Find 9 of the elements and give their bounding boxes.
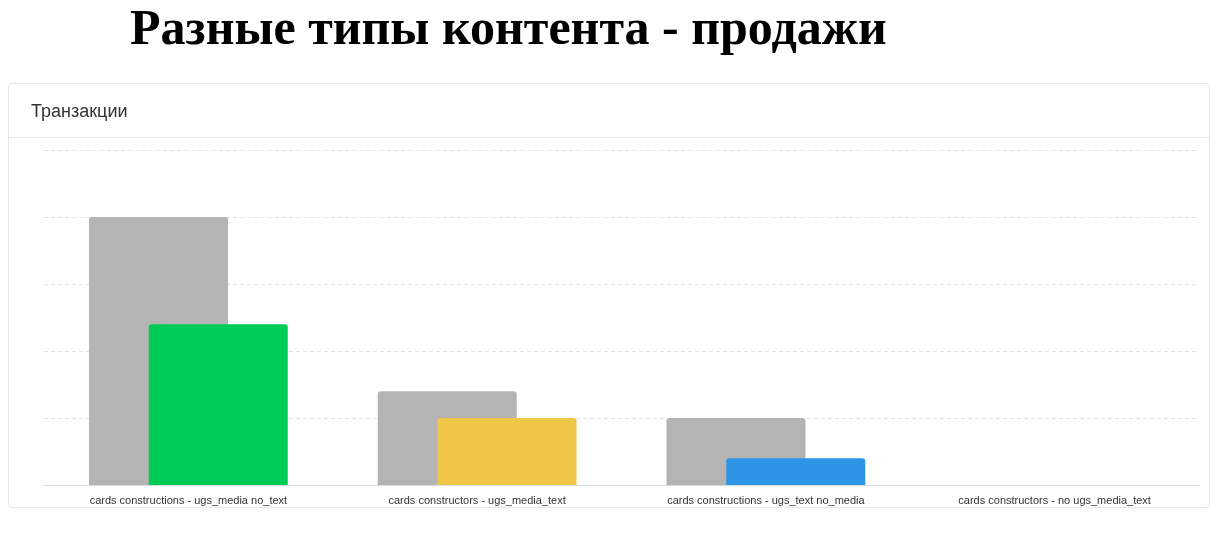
x-tick-label: cards constructions - ugs_text no_media: [667, 493, 866, 506]
x-tick-label: cards constructors - ugs_media_text: [388, 493, 566, 506]
chart-title: Разные типы контента - продажи: [130, 0, 887, 56]
x-tick-label: cards constructors - no ugs_media_text: [958, 493, 1151, 506]
bar: [726, 458, 866, 485]
x-tick-label: cards constructions - ugs_media no_text: [89, 493, 288, 506]
bar: [148, 324, 288, 485]
bar: [437, 418, 577, 485]
chart-subtitle: Транзакции: [31, 101, 128, 122]
